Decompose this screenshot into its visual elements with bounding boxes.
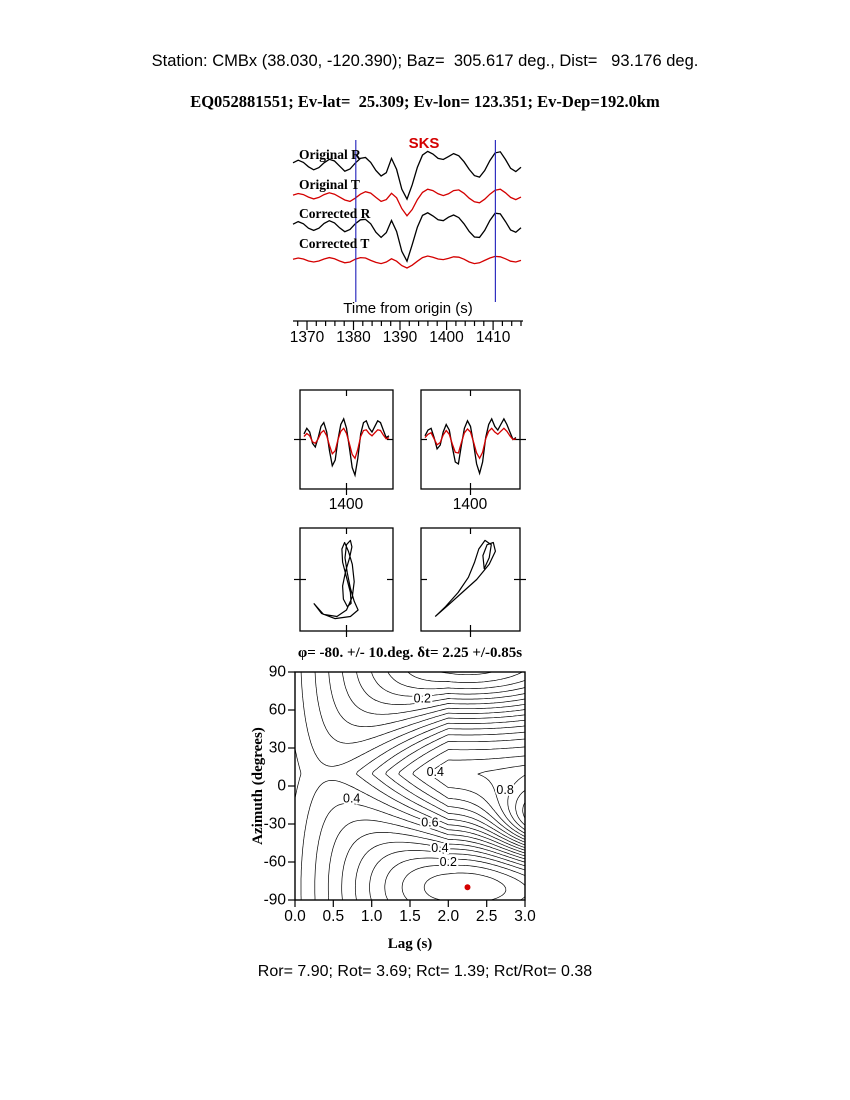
- contour-title: φ= -80. +/- 10.deg. δt= 2.25 +/-0.85s: [297, 645, 523, 661]
- contour-value-label: 0.8: [496, 783, 513, 797]
- particle-motion-path: [313, 539, 359, 620]
- contour-line: [300, 672, 525, 900]
- contour-line: [507, 774, 525, 830]
- compare-panel-right: [420, 389, 521, 490]
- contour-line: [369, 672, 525, 900]
- contour-value-label: 0.6: [421, 816, 438, 830]
- contour-value-label: 0.2: [440, 855, 457, 869]
- lag-tick-label: 1.5: [399, 908, 421, 925]
- contour-line: [412, 746, 525, 840]
- best-solution-marker: [464, 884, 471, 891]
- compare-trace-red: [303, 427, 390, 460]
- contour-line: [314, 672, 525, 900]
- station-title: Station: CMBx (38.030, -120.390); Baz= 3…: [151, 52, 699, 70]
- contour-line: [384, 672, 525, 900]
- trace-label-corrected-t: Corrected T: [299, 236, 370, 251]
- lag-tick-label: 2.0: [437, 908, 460, 925]
- lag-axis-label: Lag (s): [387, 936, 433, 952]
- contour-line: [327, 672, 525, 900]
- contour-line: [385, 731, 525, 846]
- contour-line: [398, 738, 525, 843]
- trace-original-r: [292, 150, 522, 201]
- compare-trace-red: [424, 427, 517, 460]
- azimuth-tick-label: 90: [268, 663, 286, 681]
- lag-tick-label: 0.5: [322, 908, 345, 925]
- azimuth-tick-label: -90: [263, 891, 286, 909]
- contour-line: [423, 672, 507, 900]
- particle-motion-path: [434, 539, 496, 617]
- azimuth-tick-label: 60: [268, 701, 286, 719]
- contour-line: [371, 725, 525, 848]
- trace-corrected-r: [292, 212, 522, 263]
- lag-tick-label: 1.0: [360, 908, 383, 925]
- event-title: EQ052881551; Ev-lat= 25.309; Ev-lon= 123…: [190, 92, 660, 111]
- time-axis-tick-label: 1400: [429, 329, 464, 346]
- lag-tick-label: 3.0: [514, 908, 536, 925]
- azimuth-tick-label: -30: [263, 815, 286, 833]
- compare-panel-left: [299, 389, 394, 490]
- contour-value-label: 0.4: [343, 792, 360, 806]
- compare-trace-black: [424, 417, 517, 476]
- time-axis-tick-label: 1380: [336, 329, 371, 346]
- trace-corrected-t: [292, 255, 522, 269]
- contour-lines-group: 0.20.40.40.80.60.40.2: [295, 672, 525, 900]
- phase-label: SKS: [408, 135, 440, 152]
- contour-value-label: 0.4: [427, 765, 444, 779]
- trace-label-original-r: Original R: [299, 147, 361, 162]
- time-axis-tick-label: 1370: [289, 329, 325, 346]
- trace-original-t: [292, 188, 522, 217]
- time-axis-tick-label: 1390: [382, 329, 418, 346]
- time-axis-label: Time from origin (s): [343, 300, 473, 317]
- contour-line: [477, 764, 525, 834]
- lag-tick-label: 0.0: [284, 908, 306, 925]
- time-axis-tick-label: 1410: [475, 329, 511, 346]
- lag-tick-label: 2.5: [475, 908, 498, 925]
- trace-label-original-t: Original T: [299, 177, 360, 192]
- result-summary: Ror= 7.90; Rot= 3.69; Rct= 1.39; Rct/Rot…: [257, 963, 593, 980]
- azimuth-tick-label: 0: [277, 777, 286, 795]
- contour-value-label: 0.2: [414, 692, 431, 706]
- contour-line: [429, 755, 525, 837]
- trace-label-corrected-r: Corrected R: [299, 206, 371, 221]
- contour-line: [515, 789, 525, 826]
- compare-trace-black: [303, 417, 390, 478]
- contour-line: [341, 672, 525, 900]
- contour-line: [354, 672, 525, 900]
- contour-value-label: 0.4: [431, 841, 448, 855]
- azimuth-tick-label: -60: [263, 853, 286, 871]
- contour-line: [295, 719, 525, 851]
- compare-right-tick-label: 1400: [452, 496, 488, 513]
- azimuth-tick-label: 30: [268, 739, 286, 757]
- compare-left-tick-label: 1400: [328, 496, 364, 513]
